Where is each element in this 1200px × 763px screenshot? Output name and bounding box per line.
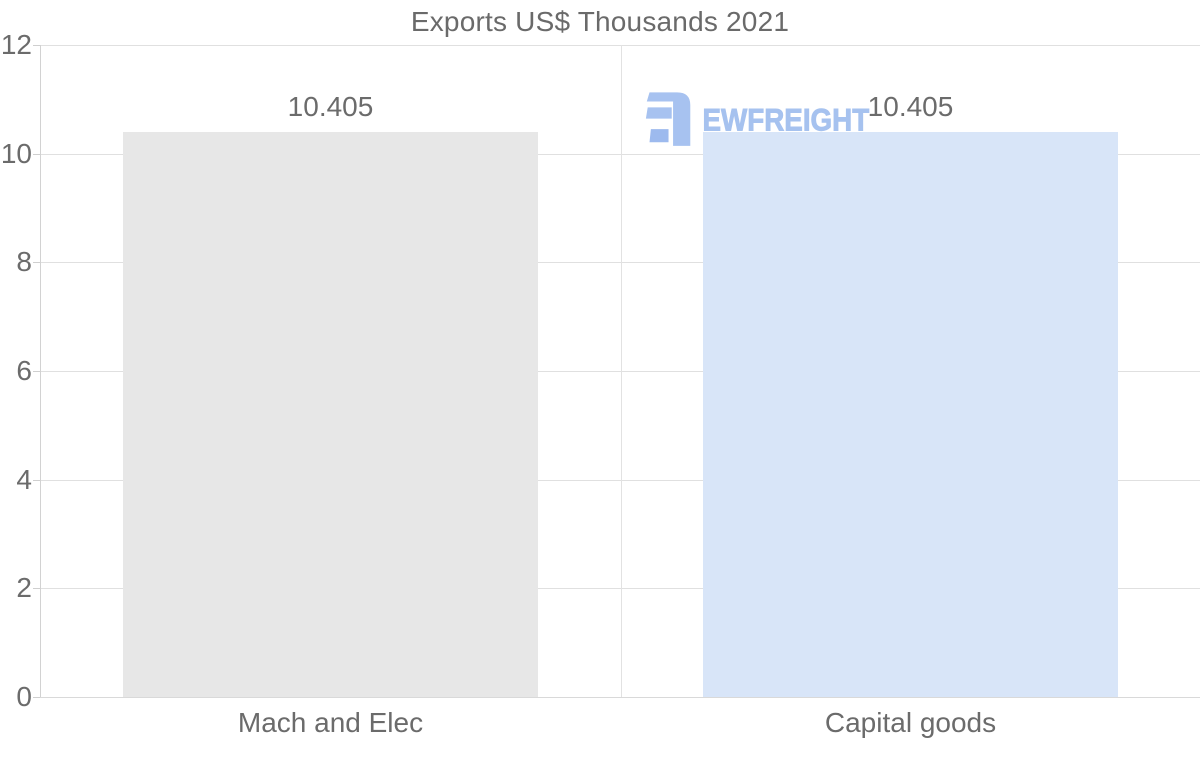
y-axis-tick — [33, 588, 40, 589]
y-axis-tick-label: 8 — [16, 246, 32, 277]
x-axis-label-capital-goods: Capital goods — [824, 707, 997, 738]
watermark-icon-block — [649, 129, 669, 143]
gridline — [40, 45, 1200, 46]
watermark-icon-arm — [646, 92, 691, 146]
gridline — [40, 371, 1200, 372]
y-axis-tick — [33, 262, 40, 263]
y-axis-tick — [33, 480, 40, 481]
y-axis-tick-label: 0 — [16, 681, 32, 712]
bar-capital-goods[interactable] — [703, 131, 1118, 697]
gridline — [40, 480, 1200, 481]
watermark-icon — [645, 92, 691, 146]
y-axis-tick-label: 2 — [16, 572, 32, 603]
gridline — [40, 697, 1200, 698]
gridline — [40, 154, 1200, 155]
bar-mach-and-elec[interactable] — [123, 131, 538, 697]
bar-value-label: 10.405 — [287, 90, 374, 122]
y-axis-tick-label: 12 — [0, 29, 32, 60]
y-axis-tick-label: 10 — [0, 138, 32, 169]
y-axis-tick-label: 6 — [16, 355, 32, 386]
gridline — [40, 262, 1200, 263]
y-axis-tick — [33, 154, 40, 155]
y-axis-tick — [33, 371, 40, 372]
bar-value-label: 10.405 — [867, 90, 954, 122]
vertical-gridline — [621, 45, 622, 697]
gridline — [40, 588, 1200, 589]
chart-title: Exports US$ Thousands 2021 — [410, 6, 790, 37]
y-axis-line — [40, 45, 41, 697]
x-axis-label-mach-and-elec: Mach and Elec — [237, 707, 424, 738]
watermark-icon-midbar — [645, 107, 672, 119]
y-axis-tick — [33, 697, 40, 698]
y-axis-tick-label: 4 — [16, 464, 32, 495]
y-axis-tick — [33, 45, 40, 46]
